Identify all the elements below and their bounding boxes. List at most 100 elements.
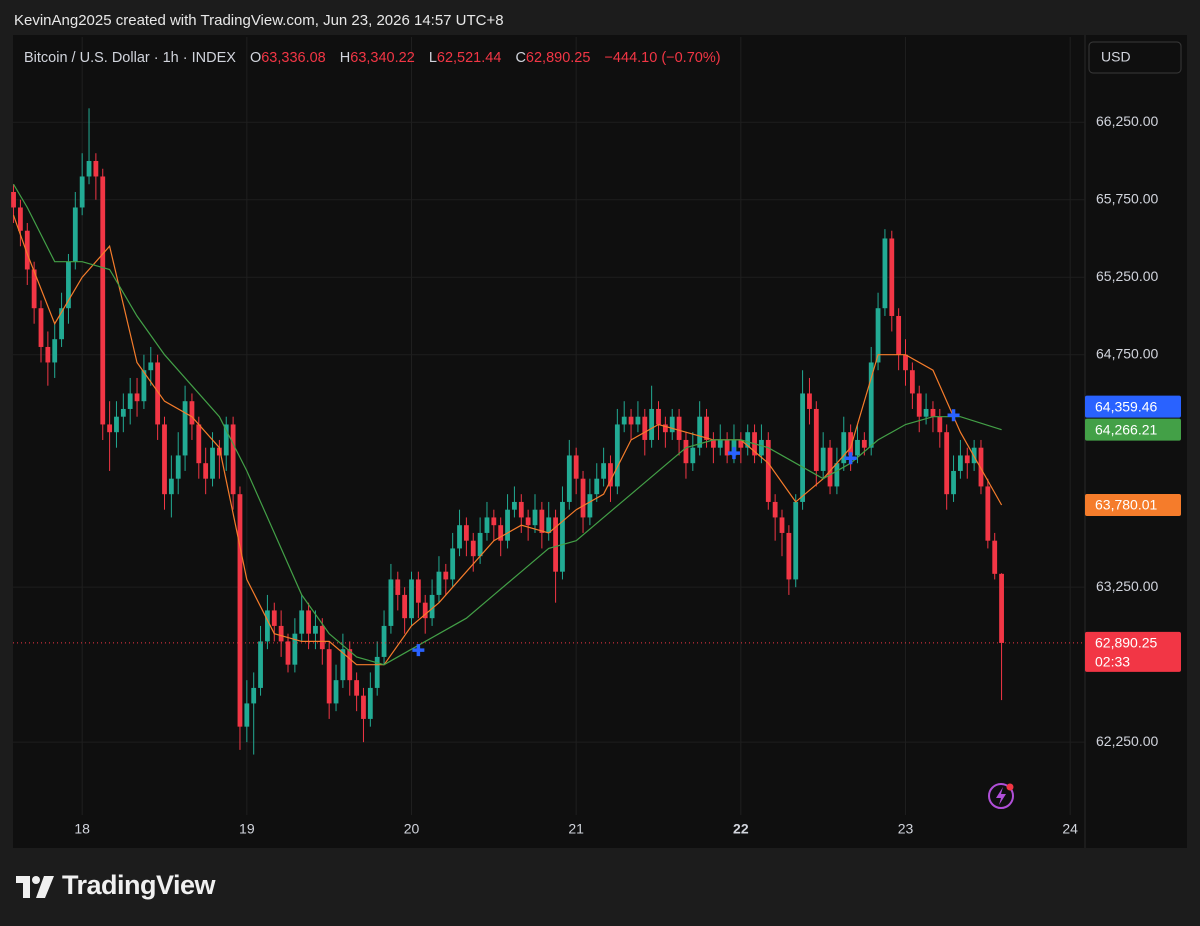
candle-body (470, 540, 476, 557)
candle-body (265, 610, 270, 642)
legend-change: −444.10 (−0.70%) (604, 50, 720, 66)
candle-body (978, 447, 984, 487)
currency-button[interactable] (1088, 41, 1182, 74)
price-label-box (1085, 494, 1181, 517)
candle-body (594, 478, 600, 495)
logo-mark (16, 876, 54, 898)
candle-body (319, 625, 325, 650)
legend-key: H (340, 50, 350, 66)
candle-body (347, 649, 353, 681)
candle-body (422, 602, 428, 619)
candle-body (203, 463, 209, 479)
candle-body (560, 501, 565, 572)
x-tick-label: 22 (733, 821, 749, 837)
candle-body (820, 447, 826, 471)
candle-body (662, 424, 668, 433)
candle-body (175, 455, 181, 479)
y-tick-label: 65,750.00 (1096, 190, 1158, 206)
candle-body (162, 424, 167, 495)
x-tick-label: 21 (568, 821, 584, 837)
candle-body (999, 573, 1004, 643)
candle-body (841, 432, 847, 464)
candle-body (114, 416, 119, 433)
candle-body (807, 393, 812, 409)
currency-label[interactable]: USD (1101, 49, 1131, 65)
candle-body (683, 439, 689, 464)
candle-body (251, 687, 257, 704)
candle-body (443, 571, 449, 580)
brand: TradingView (62, 870, 216, 900)
legend-value: 62,890.25 (526, 50, 591, 66)
candle-body (141, 370, 147, 402)
candle-body (964, 455, 970, 464)
price-label: 62,890.25 (1095, 635, 1157, 651)
candle-body (587, 494, 593, 518)
alert-icon[interactable] (988, 783, 1014, 809)
candle-body (772, 501, 778, 518)
candle-body (340, 649, 346, 681)
candle-body (765, 439, 771, 502)
candle-body (100, 176, 106, 425)
candle-body (628, 416, 634, 425)
countdown: 02:33 (1095, 654, 1130, 670)
candle-body (827, 447, 833, 487)
legend-key: C (515, 50, 525, 66)
candle-body (120, 408, 126, 417)
candle-body (361, 695, 366, 719)
candle-body (669, 416, 675, 433)
price-label-box (1085, 418, 1181, 441)
candle-body (491, 517, 497, 526)
candle-body (52, 339, 58, 363)
candle-body (635, 416, 641, 425)
candle-body (861, 439, 867, 448)
price-label: 63,780.01 (1095, 497, 1157, 513)
candle-body (326, 649, 332, 704)
candle-body (601, 463, 607, 479)
candle-body (649, 408, 655, 440)
candle-body (848, 432, 854, 456)
candle-body (299, 610, 305, 634)
candle-body (875, 308, 881, 363)
candle-body (903, 354, 908, 371)
candle-body (210, 447, 215, 479)
candle-body (182, 401, 188, 456)
candle-body (710, 439, 716, 448)
candle-body (697, 416, 703, 448)
candle-body (608, 463, 613, 487)
legend-value: 63,336.08 (261, 50, 326, 66)
candle-body (216, 447, 222, 456)
candle-body (374, 656, 380, 688)
price-label-box (1085, 395, 1181, 418)
candle-body (505, 509, 510, 541)
candle-body (381, 625, 387, 657)
candle-body (957, 455, 963, 471)
candle-body (477, 532, 483, 557)
candle-body (66, 261, 71, 309)
x-tick-label: 19 (239, 821, 255, 837)
candle-body (271, 610, 277, 626)
candle-body (793, 501, 799, 580)
legend: Bitcoin / U.S. Dollar · 1h · INDEX O63,3… (24, 50, 721, 66)
y-tick-label: 62,250.00 (1096, 733, 1158, 749)
candle-body (258, 641, 263, 688)
candle-body (992, 540, 998, 574)
candle-body (278, 625, 284, 642)
candle-body (409, 579, 414, 619)
candle-body (155, 362, 161, 425)
candle-body (525, 517, 531, 526)
candle-body (388, 579, 394, 626)
x-tick-label: 20 (404, 821, 420, 837)
price-label-box (1085, 631, 1181, 672)
candle-body (717, 439, 723, 448)
x-tick-label: 18 (74, 821, 90, 837)
candle-body (189, 401, 195, 425)
candle-body (354, 680, 360, 696)
candle-body (196, 424, 202, 464)
candle-body (168, 478, 174, 495)
candle-body (690, 447, 696, 464)
candle-body (415, 579, 421, 603)
candle-body (896, 315, 902, 355)
candle-body (704, 416, 709, 440)
